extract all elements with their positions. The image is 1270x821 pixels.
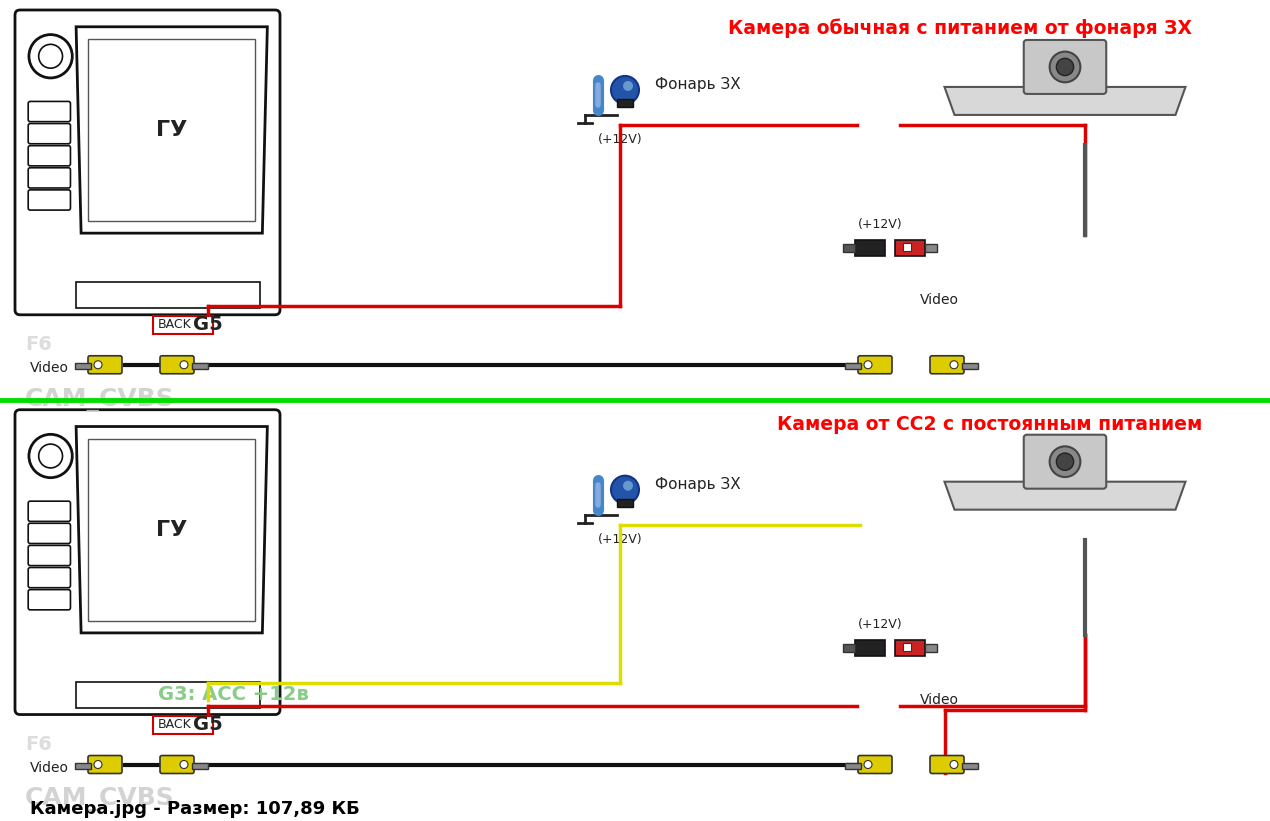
Circle shape [180, 360, 188, 369]
Text: CAM_CVBS: CAM_CVBS [25, 787, 175, 811]
Text: Video: Video [919, 293, 959, 307]
Bar [843, 644, 855, 652]
Text: F6: F6 [25, 335, 52, 355]
FancyBboxPatch shape [88, 755, 122, 773]
FancyBboxPatch shape [930, 755, 964, 773]
Bar [75, 363, 91, 369]
FancyBboxPatch shape [28, 190, 70, 210]
FancyBboxPatch shape [28, 567, 70, 588]
Bar [855, 640, 885, 656]
Circle shape [29, 34, 72, 78]
Text: BACK: BACK [157, 319, 192, 332]
FancyBboxPatch shape [88, 355, 122, 374]
Text: Камера.jpg - Размер: 107,89 КБ: Камера.jpg - Размер: 107,89 КБ [30, 800, 359, 819]
Circle shape [1057, 453, 1073, 470]
Text: Камера от СС2 с постоянным питанием: Камера от СС2 с постоянным питанием [777, 415, 1203, 434]
FancyBboxPatch shape [930, 355, 964, 374]
Circle shape [38, 444, 62, 468]
Text: G5: G5 [193, 315, 222, 334]
Text: Video: Video [919, 693, 959, 707]
Bar [925, 244, 937, 252]
Bar [192, 363, 208, 369]
Circle shape [624, 81, 632, 91]
Text: (+12V): (+12V) [857, 218, 902, 232]
FancyBboxPatch shape [28, 102, 70, 122]
Circle shape [611, 475, 639, 503]
Polygon shape [945, 87, 1185, 115]
Bar [855, 240, 885, 256]
Circle shape [1049, 52, 1081, 82]
FancyBboxPatch shape [28, 545, 70, 566]
Bar [617, 498, 632, 507]
FancyBboxPatch shape [160, 355, 194, 374]
FancyBboxPatch shape [28, 123, 70, 144]
Bar [845, 363, 861, 369]
Bar [961, 363, 978, 369]
FancyBboxPatch shape [15, 410, 279, 714]
Circle shape [611, 76, 639, 104]
Text: CAM_CVBS: CAM_CVBS [25, 388, 175, 412]
Text: Камера обычная с питанием от фонаря ЗХ: Камера обычная с питанием от фонаря ЗХ [728, 18, 1193, 38]
FancyBboxPatch shape [28, 589, 70, 610]
Bar [0, 0, 1270, 390]
Text: G5: G5 [193, 715, 222, 734]
FancyBboxPatch shape [15, 10, 279, 314]
Bar [76, 682, 259, 708]
Text: Фонарь ЗХ: Фонарь ЗХ [655, 477, 740, 492]
FancyBboxPatch shape [1024, 40, 1106, 94]
FancyBboxPatch shape [28, 501, 70, 521]
Bar [75, 763, 91, 768]
Circle shape [94, 760, 102, 768]
Text: Video: Video [30, 760, 69, 774]
Text: (+12V): (+12V) [857, 618, 902, 631]
Bar [903, 243, 911, 251]
Bar [88, 39, 255, 221]
Bar [895, 640, 925, 656]
Circle shape [29, 434, 72, 478]
Circle shape [38, 44, 62, 68]
FancyBboxPatch shape [160, 755, 194, 773]
Bar [0, 400, 1270, 800]
Circle shape [624, 480, 632, 491]
Circle shape [864, 360, 872, 369]
Text: ГУ: ГУ [156, 520, 188, 539]
Polygon shape [76, 427, 268, 633]
FancyBboxPatch shape [859, 755, 892, 773]
Bar [192, 763, 208, 768]
Circle shape [94, 360, 102, 369]
Circle shape [1057, 58, 1073, 76]
Bar [895, 240, 925, 256]
Bar [903, 643, 911, 650]
Circle shape [1049, 447, 1081, 477]
FancyBboxPatch shape [28, 523, 70, 544]
Bar [88, 438, 255, 621]
FancyBboxPatch shape [28, 145, 70, 166]
Bar [843, 244, 855, 252]
Bar [76, 282, 259, 308]
FancyBboxPatch shape [28, 167, 70, 188]
Text: F6: F6 [25, 735, 52, 754]
Bar [152, 716, 212, 733]
Bar [617, 99, 632, 107]
Bar [961, 763, 978, 768]
Circle shape [950, 760, 958, 768]
Polygon shape [945, 482, 1185, 510]
Circle shape [864, 760, 872, 768]
FancyBboxPatch shape [1024, 434, 1106, 488]
Bar [152, 316, 212, 334]
FancyBboxPatch shape [859, 355, 892, 374]
Polygon shape [76, 27, 268, 233]
Bar [925, 644, 937, 652]
Text: Фонарь ЗХ: Фонарь ЗХ [655, 77, 740, 93]
Text: (+12V): (+12V) [598, 133, 643, 146]
Text: BACK: BACK [157, 718, 192, 731]
Circle shape [180, 760, 188, 768]
Text: ГУ: ГУ [156, 120, 188, 140]
Bar [845, 763, 861, 768]
Circle shape [950, 360, 958, 369]
Text: G3: АСС +12в: G3: АСС +12в [157, 685, 309, 704]
Text: Video: Video [30, 360, 69, 374]
Text: (+12V): (+12V) [598, 533, 643, 546]
